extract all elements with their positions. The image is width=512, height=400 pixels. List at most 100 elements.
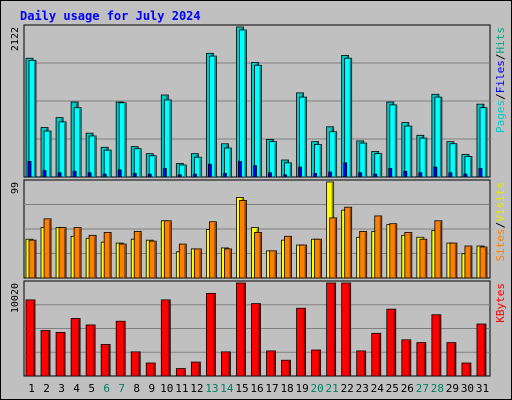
bar-sites-day-12	[193, 248, 202, 279]
bar-shade	[349, 208, 352, 278]
legend-pages-files-hits: Pages/Files/Hits	[494, 27, 507, 133]
bar-shade	[199, 158, 201, 177]
bar-pages-day-19	[298, 166, 302, 178]
bar-shade	[468, 364, 471, 376]
bar-shade	[274, 142, 277, 177]
day-label-29: 29	[446, 382, 459, 395]
bar-sites-day-2	[43, 218, 52, 279]
bar-shade	[439, 98, 442, 177]
bar-shade	[424, 240, 427, 278]
bar-files-day-4	[73, 107, 82, 178]
bar-sites-day-15	[239, 200, 247, 279]
day-label-4: 4	[73, 382, 80, 395]
bar-kbytes-day-2	[40, 330, 51, 377]
bar-kbytes-day-3	[55, 331, 66, 377]
bar-pages-day-2	[42, 170, 47, 178]
panel-sites-visits: 99 Sites/Visits	[10, 179, 507, 279]
bar-shade	[109, 151, 111, 177]
bar-shade	[168, 300, 170, 376]
bar-shade	[154, 242, 156, 278]
bar-sites-day-6	[103, 232, 112, 279]
bar-kbytes-day-7	[115, 320, 126, 377]
bar-files-day-27	[419, 137, 428, 178]
bar-shade	[423, 343, 426, 376]
bar-kbytes-day-23	[356, 350, 367, 377]
bar-kbytes-day-24	[371, 332, 382, 377]
day-label-13: 13	[205, 382, 218, 395]
day-label-28: 28	[431, 382, 444, 395]
bar-pages-day-23	[358, 172, 363, 178]
bar-shade	[48, 331, 50, 376]
bar-shade	[379, 154, 382, 177]
bar-kbytes-day-28	[431, 314, 442, 377]
series-files	[28, 29, 488, 178]
bar-shade	[63, 333, 65, 376]
bar-shade	[229, 249, 231, 278]
day-label-16: 16	[250, 382, 263, 395]
bar-pages-day-1	[27, 161, 32, 178]
bar-sites-day-7	[118, 243, 127, 279]
bar-shade	[169, 100, 171, 177]
bar-files-day-24	[374, 153, 383, 178]
bar-kbytes-day-12	[190, 361, 201, 377]
day-label-30: 30	[461, 382, 474, 395]
bar-shade	[108, 345, 110, 376]
bar-sites-day-21	[329, 217, 338, 279]
bar-shade	[318, 351, 321, 376]
bar-sites-day-30	[464, 245, 473, 279]
bar-sites-day-20	[314, 238, 323, 279]
bar-shade	[33, 300, 35, 376]
bar-kbytes-day-29	[446, 342, 457, 377]
y-max-label: 10020	[10, 283, 21, 313]
bar-files-day-15	[239, 29, 247, 178]
bar-kbytes-day-9	[145, 362, 156, 377]
legend-entry-pages: Pages	[494, 100, 507, 133]
bar-shade	[259, 233, 261, 278]
bar-shade	[363, 351, 366, 376]
bar-pages-day-15	[238, 161, 242, 178]
bar-shade	[379, 216, 382, 278]
bar-pages-day-18	[283, 174, 287, 178]
bar-sites-day-18	[284, 235, 292, 279]
bar-files-day-8	[133, 148, 142, 178]
bar-shade	[424, 139, 427, 177]
bar-pages-day-27	[418, 172, 423, 178]
bar-pages-day-10	[162, 168, 167, 178]
bar-shade	[184, 165, 186, 177]
legend-text: KBytes	[494, 283, 507, 323]
day-label-5: 5	[88, 382, 95, 395]
bar-sites-day-14	[224, 248, 232, 279]
bar-pages-day-9	[147, 173, 152, 178]
bar-pages-day-11	[177, 174, 182, 178]
bar-sites-day-8	[133, 231, 142, 279]
legend-separator: /	[494, 93, 507, 100]
bar-pages-day-24	[373, 173, 378, 178]
bar-files-day-12	[193, 156, 202, 178]
bar-shade	[229, 149, 231, 177]
bar-pages-day-7	[117, 169, 122, 178]
bar-pages-day-8	[132, 173, 137, 178]
bar-files-day-26	[404, 125, 413, 178]
bar-shade	[244, 201, 246, 278]
bar-kbytes-day-6	[100, 344, 111, 377]
bar-shade	[289, 163, 292, 177]
bar-files-day-13	[208, 55, 217, 178]
bar-pages-day-16	[253, 165, 257, 178]
bar-sites-day-23	[359, 231, 368, 279]
legend-sites-visits: Sites/Visits	[494, 182, 507, 262]
bar-shade	[183, 369, 185, 376]
bar-kbytes-day-30	[461, 362, 472, 377]
bar-shade	[153, 364, 155, 376]
bar-shade	[378, 334, 381, 376]
bar-shade	[243, 284, 245, 376]
bar-files-day-20	[314, 144, 323, 178]
bar-files-day-6	[103, 149, 112, 178]
bar-sites-day-3	[58, 227, 67, 279]
bar-shade	[438, 315, 441, 376]
bar-shade	[288, 361, 291, 376]
bar-shade	[484, 247, 487, 278]
day-label-14: 14	[220, 382, 234, 395]
bar-sites-day-4	[73, 227, 82, 279]
bar-shade	[349, 59, 352, 177]
